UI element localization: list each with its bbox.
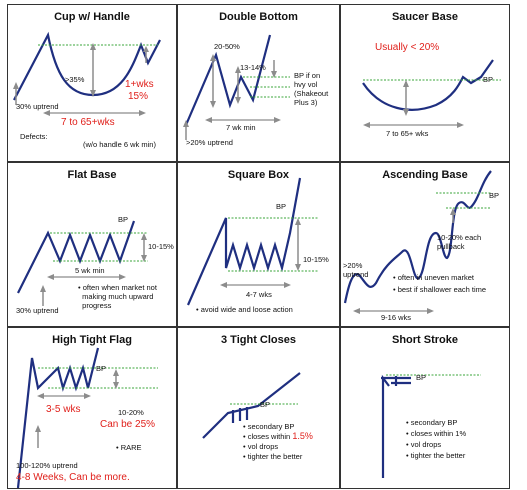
saucer-depth: Usually < 20%	[375, 42, 440, 53]
flat-base-uptrend: 30% uptrend	[16, 306, 59, 315]
square-box-bp: BP	[276, 202, 287, 211]
saucer-diagram	[362, 59, 501, 128]
ascending-base-note1: • often in uneven market	[393, 273, 475, 282]
short-stroke-note3: • vol drops	[406, 440, 442, 449]
cell-double-bottom: Double Bottom 20-50% 13-14% BP if on hvy…	[177, 4, 340, 162]
flat-base-title: Flat Base	[67, 169, 117, 181]
high-tight-flag-diagram	[16, 347, 158, 489]
tight-closes-note4: • tighter the better	[243, 452, 303, 461]
high-tight-flag-uptrend-alt: 4-8 Weeks, Can be more.	[16, 472, 130, 483]
double-bottom-uptrend: >20% uptrend	[186, 138, 233, 147]
short-stroke-note4: • tighter the better	[406, 451, 466, 460]
short-stroke-title: Short Stroke	[391, 334, 458, 346]
high-tight-flag-rare: • RARE	[116, 443, 142, 452]
flat-base-bp: BP	[118, 215, 129, 224]
saucer-bp: BP	[483, 75, 494, 84]
high-tight-flag-depth-alt: Can be 25%	[100, 419, 156, 430]
ascending-base-pullback: 10-20% each pullback	[437, 233, 482, 251]
ascending-base-bp: BP	[489, 191, 500, 200]
flat-base-diagram	[17, 220, 148, 306]
cup-title: Cup w/ Handle	[54, 11, 130, 23]
cell-flat-base: Flat Base BP 10-15% 5 wk min • often whe…	[7, 162, 177, 327]
cup-uptrend: 30% uptrend	[16, 102, 59, 111]
flat-base-duration: 5 wk min	[75, 266, 105, 275]
tight-closes-note3: • vol drops	[243, 442, 279, 451]
high-tight-flag-duration: 3-5 wks	[46, 404, 81, 415]
short-stroke-bp: BP	[416, 373, 427, 382]
square-box-diagram	[186, 177, 318, 306]
square-box-title: Square Box	[227, 169, 290, 181]
tight-closes-diagram	[202, 372, 301, 439]
square-box-note: • avoid wide and loose action	[196, 305, 293, 314]
cell-cup-with-handle: Cup w/ Handle >35% 1+wks 15% 30% uptrend…	[7, 4, 177, 162]
cell-3-tight-closes: 3 Tight Closes BP • secondary BP • close…	[177, 327, 340, 489]
square-box-depth: 10-15%	[303, 255, 329, 264]
short-stroke-note2: • closes within 1%	[406, 429, 467, 438]
tight-closes-note2: • closes within 1.5%	[243, 431, 313, 442]
double-bottom-bp-note: BP if on hvy vol (Shakeout Plus 3)	[294, 71, 329, 107]
cup-handle-time: 1+wks	[125, 79, 154, 90]
ascending-base-diagram	[343, 170, 492, 314]
ascending-base-uptrend: >20% uptrend	[343, 261, 369, 279]
short-stroke-note1: • secondary BP	[406, 418, 458, 427]
double-bottom-duration: 7 wk min	[226, 123, 256, 132]
high-tight-flag-depth: 10-20%	[118, 408, 144, 417]
tight-closes-note2-text: • closes within	[243, 432, 293, 441]
ascending-base-title: Ascending Base	[382, 169, 468, 181]
high-tight-flag-uptrend: 100-120% uptrend	[16, 461, 78, 470]
tight-closes-note1: • secondary BP	[243, 422, 295, 431]
cell-high-tight-flag: High Tight Flag BP 3-5 wks 10-20% Can be…	[7, 327, 177, 489]
cell-short-stroke: Short Stroke BP • secondary BP • closes …	[340, 327, 510, 489]
cell-square-box: Square Box BP 10-15% 4-7 wks • avoid wid…	[177, 162, 340, 327]
cup-defects-note: (w/o handle 6 wk min)	[83, 140, 156, 149]
cup-defects: Defects:	[20, 132, 48, 141]
short-stroke-diagram	[381, 374, 481, 478]
double-bottom-title: Double Bottom	[219, 11, 298, 23]
square-box-duration: 4-7 wks	[246, 290, 272, 299]
cup-handle-depth: 15%	[128, 91, 149, 102]
cup-diagram	[13, 31, 161, 116]
tight-closes-title: 3 Tight Closes	[221, 334, 296, 346]
double-bottom-diagram	[183, 34, 290, 140]
cell-saucer-base: Saucer Base Usually < 20% BP 7 to 65+ wk…	[340, 4, 510, 162]
tight-closes-bp: BP	[260, 400, 271, 409]
cell-ascending-base: Ascending Base BP 10-20% each pullback >…	[340, 162, 510, 327]
high-tight-flag-bp: BP	[96, 364, 107, 373]
tight-closes-note2-value: 1.5%	[292, 431, 313, 441]
saucer-duration: 7 to 65+ wks	[386, 129, 429, 138]
ascending-base-note2: • best if shallower each time	[393, 285, 487, 294]
cup-duration: 7 to 65+wks	[61, 117, 115, 128]
flat-base-depth: 10-15%	[148, 242, 174, 251]
cup-depth: >35%	[65, 75, 85, 84]
saucer-title: Saucer Base	[391, 11, 459, 23]
high-tight-flag-title: High Tight Flag	[52, 334, 132, 346]
double-bottom-second-drop: 13-14%	[240, 63, 266, 72]
flat-base-note: • often when market not making much upwa…	[78, 283, 157, 310]
ascending-base-duration: 9-16 wks	[381, 313, 412, 322]
double-bottom-depth: 20-50%	[214, 42, 240, 51]
